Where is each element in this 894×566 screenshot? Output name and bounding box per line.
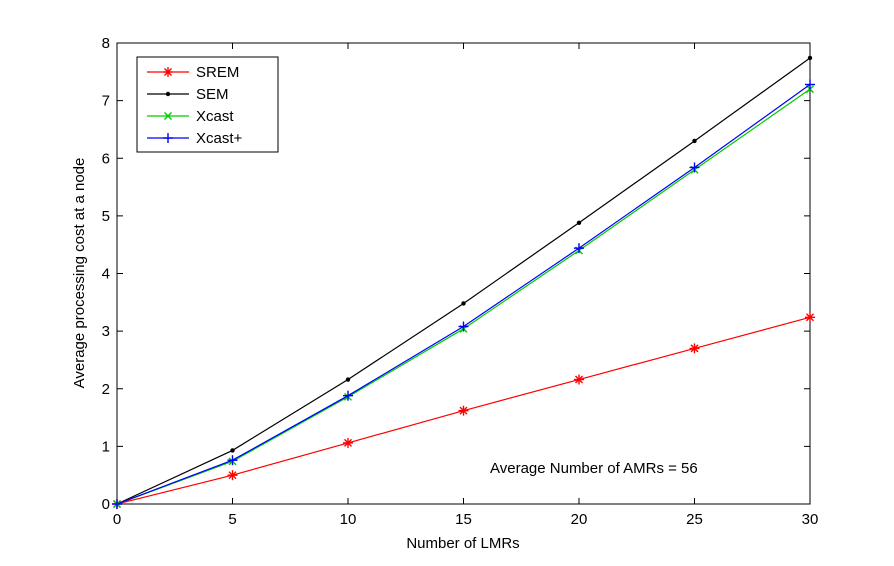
legend-entry: SEM xyxy=(147,86,229,103)
legend-entry: Xcast xyxy=(147,108,234,125)
data-point xyxy=(576,220,582,225)
annotation-amrs: Average Number of AMRs = 56 xyxy=(490,460,698,477)
x-tick-label: 20 xyxy=(571,511,588,528)
data-point xyxy=(807,55,813,61)
legend-label: Xcast+ xyxy=(196,130,243,147)
x-tick-label: 15 xyxy=(455,511,472,528)
y-tick-label: 4 xyxy=(102,266,110,283)
y-tick-label: 1 xyxy=(102,438,110,455)
data-point xyxy=(689,343,700,354)
legend-marker xyxy=(163,67,173,77)
legend: SREM SEM Xcast Xcast+ xyxy=(136,56,279,153)
legend-label: Xcast xyxy=(196,108,234,125)
data-point xyxy=(805,79,815,90)
legend-box xyxy=(136,56,279,153)
y-axis-label: Average processing cost at a node xyxy=(71,158,88,389)
data-point xyxy=(112,499,122,509)
data-point xyxy=(343,437,353,448)
legend-entry: Xcast+ xyxy=(147,130,243,147)
y-tick-label: 8 xyxy=(102,35,110,52)
legend-marker xyxy=(163,133,173,143)
legend-label: SEM xyxy=(196,86,229,103)
data-point xyxy=(227,470,238,481)
y-tick-label: 5 xyxy=(102,208,110,225)
y-tick-label: 3 xyxy=(102,323,110,340)
data-point xyxy=(458,321,469,332)
data-point xyxy=(227,455,238,466)
data-point xyxy=(345,377,351,382)
legend-label: SREM xyxy=(196,64,239,81)
x-tick-label: 25 xyxy=(686,511,703,528)
x-tick-label: 0 xyxy=(113,511,121,528)
series-lines xyxy=(112,55,815,509)
legend-entry: SREM xyxy=(147,64,239,81)
x-axis-label: Number of LMRs xyxy=(406,535,519,552)
data-point xyxy=(458,405,469,416)
data-point xyxy=(574,243,584,254)
x-tick-label: 30 xyxy=(802,511,819,528)
x-axis-ticks: 0 5 10 15 20 25 30 xyxy=(113,43,819,528)
legend-marker xyxy=(165,91,171,97)
data-point xyxy=(461,301,466,306)
y-axis-ticks: 0 1 2 3 4 5 6 7 8 xyxy=(102,35,810,513)
data-point xyxy=(692,138,697,144)
legend-marker xyxy=(164,112,172,120)
x-tick-label: 5 xyxy=(228,511,236,528)
data-point xyxy=(230,448,235,453)
y-tick-label: 0 xyxy=(102,496,110,513)
x-tick-label: 10 xyxy=(340,511,357,528)
data-point xyxy=(805,312,815,323)
data-point xyxy=(574,374,584,385)
y-tick-label: 2 xyxy=(102,381,110,398)
data-point xyxy=(689,162,700,173)
y-tick-label: 6 xyxy=(102,150,110,167)
y-tick-label: 7 xyxy=(102,93,110,110)
data-point xyxy=(343,390,353,401)
